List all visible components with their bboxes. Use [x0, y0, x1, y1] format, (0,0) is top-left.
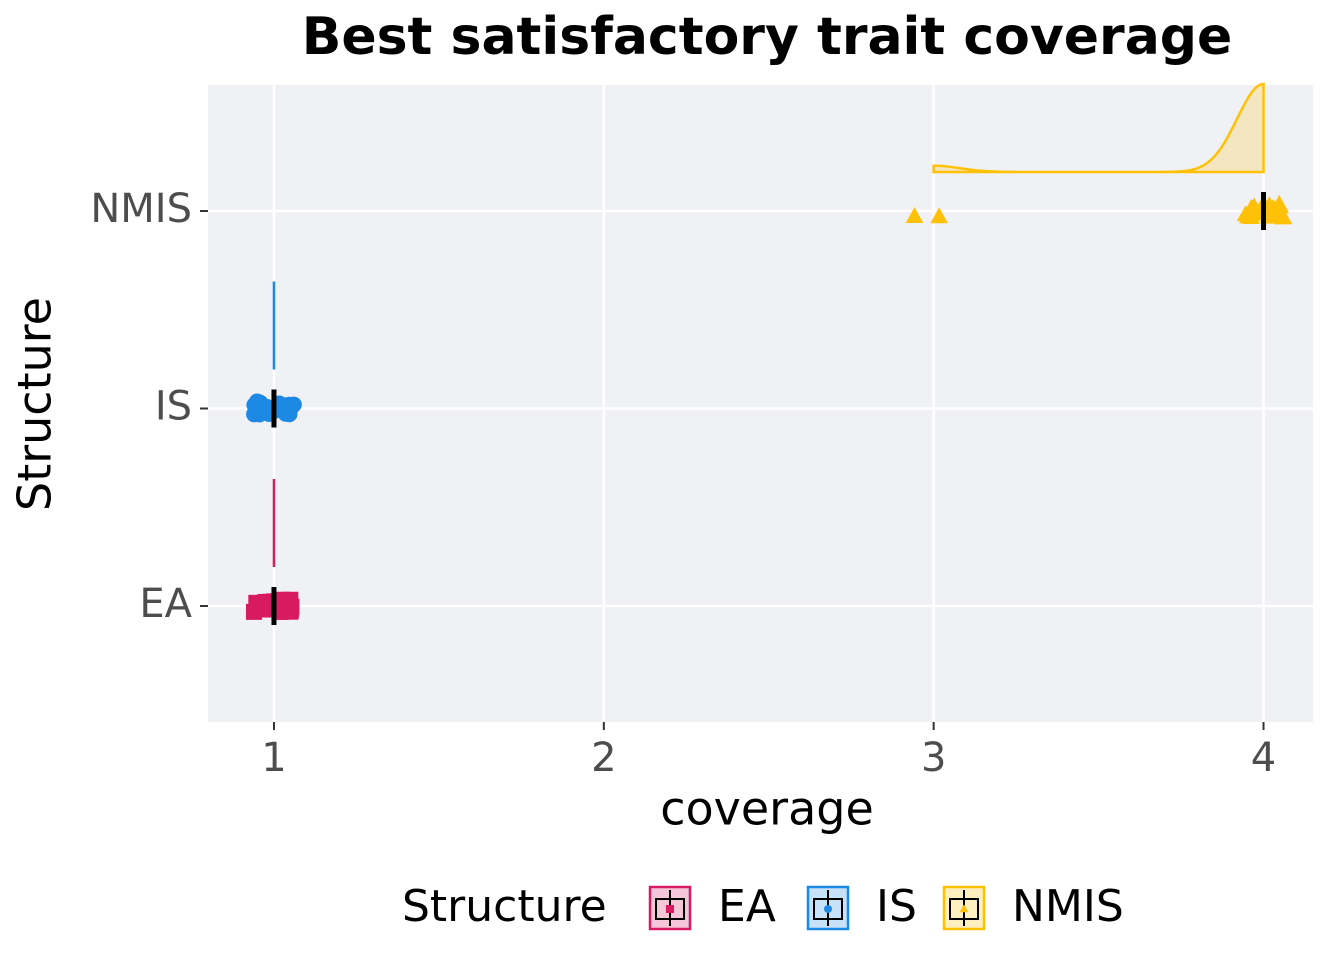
x-tick-label: 2 — [591, 735, 616, 781]
y-tick-label: IS — [155, 384, 192, 430]
legend-label: EA — [718, 881, 776, 932]
legend-label: IS — [876, 881, 917, 932]
point — [281, 396, 298, 413]
y-tick-label: EA — [139, 581, 192, 627]
panel — [208, 85, 1313, 722]
density — [932, 82, 1265, 174]
legend-box — [949, 898, 979, 920]
point — [282, 591, 299, 608]
legend-label: NMIS — [1012, 881, 1124, 932]
x-tick-label: 1 — [261, 735, 286, 781]
legend-title: Structure — [402, 881, 607, 932]
y-axis-title: Structure — [8, 297, 62, 511]
point — [1265, 207, 1284, 224]
x-axis-title: coverage — [660, 782, 874, 836]
y-tick-label: NMIS — [90, 186, 192, 232]
legend-box — [655, 898, 685, 920]
x-tick-label: 3 — [921, 735, 946, 781]
legend-box — [813, 898, 843, 920]
point — [930, 207, 948, 224]
point — [248, 594, 265, 611]
point — [666, 905, 674, 913]
x-tick-label: 4 — [1251, 735, 1276, 781]
point — [246, 406, 263, 423]
point — [959, 904, 969, 913]
chart-title: Best satisfactory trait coverage — [302, 7, 1233, 67]
point — [905, 207, 924, 224]
point — [824, 905, 832, 913]
